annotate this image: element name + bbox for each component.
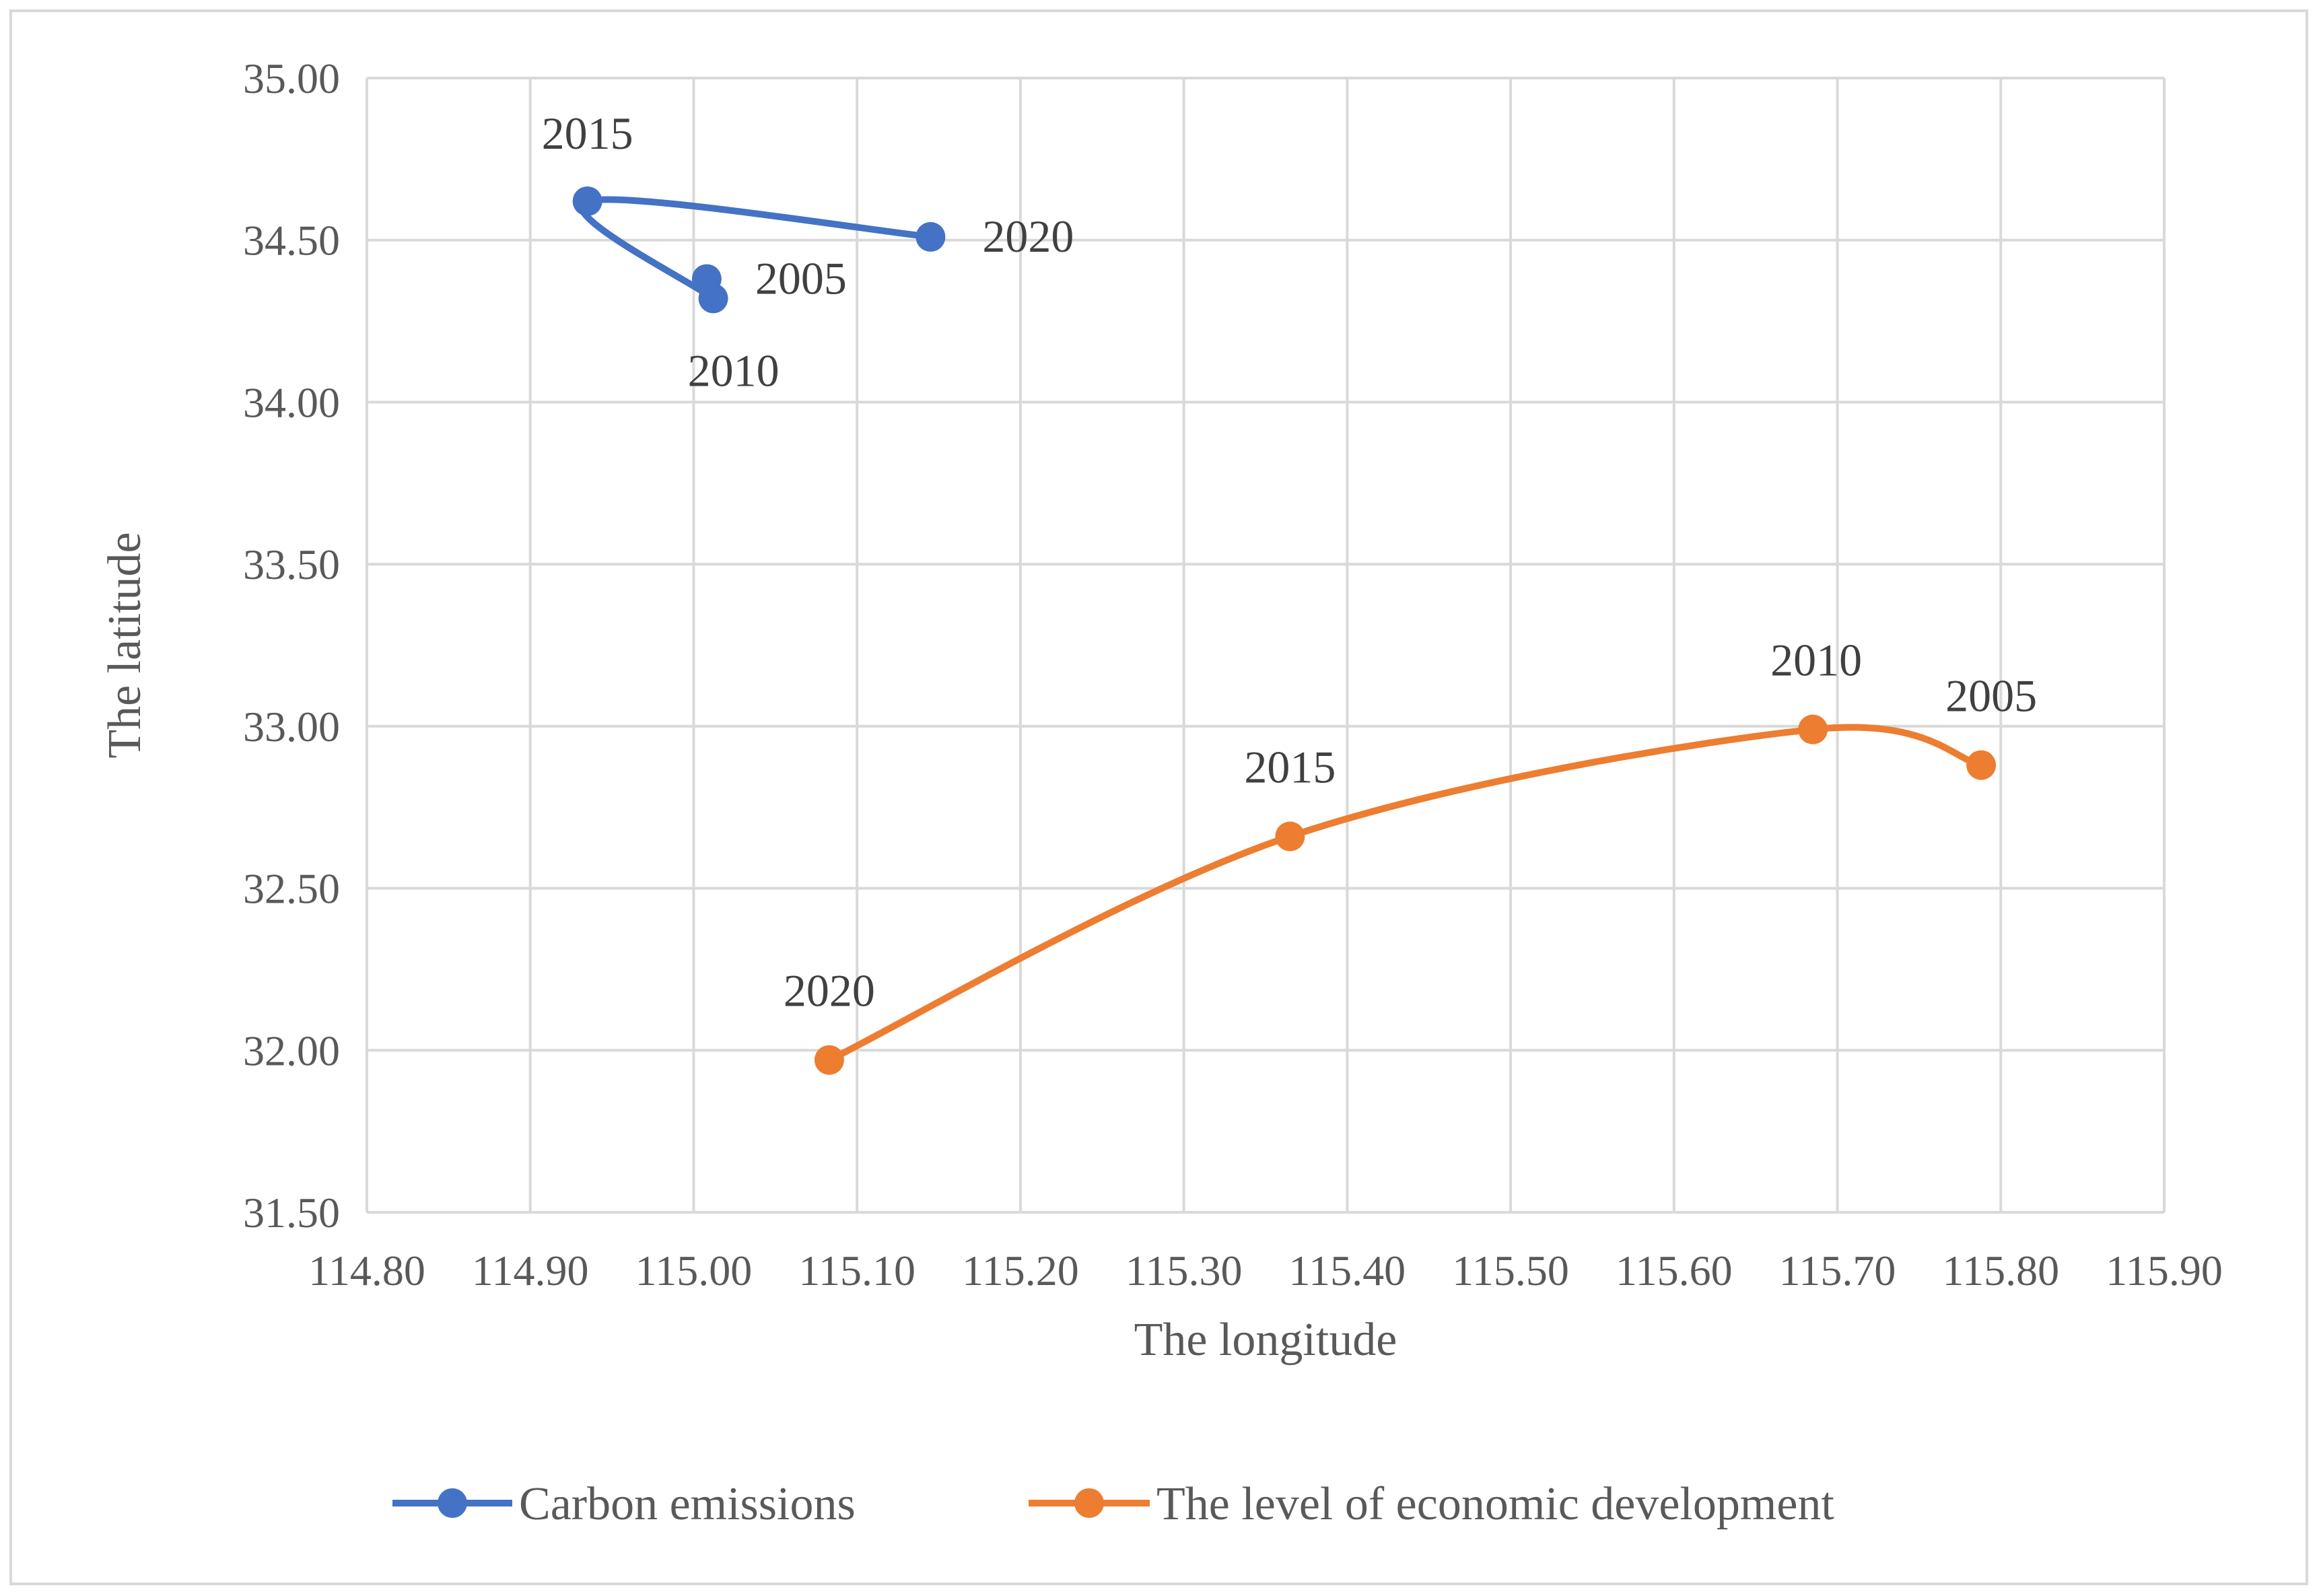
y-tick-label: 33.00 — [243, 703, 340, 751]
x-tick-label: 115.40 — [1289, 1247, 1406, 1294]
data-label: 2005 — [755, 252, 847, 304]
y-tick-label: 32.50 — [243, 865, 340, 913]
y-tick-label: 31.50 — [243, 1189, 340, 1237]
x-tick-label: 115.90 — [2106, 1247, 2223, 1294]
data-point — [1966, 750, 1997, 780]
y-tick-label: 34.00 — [243, 378, 340, 426]
x-tick-label: 115.70 — [1779, 1247, 1896, 1294]
data-point — [814, 1045, 844, 1075]
data-label: 2020 — [784, 965, 875, 1016]
legend-marker — [1074, 1488, 1104, 1518]
data-label: 2015 — [1244, 742, 1336, 793]
data-label: 2015 — [542, 108, 633, 159]
y-tick-label: 32.00 — [243, 1027, 340, 1074]
data-label: 2020 — [982, 211, 1074, 262]
y-tick-label: 34.50 — [243, 217, 340, 265]
x-tick-label: 115.30 — [1126, 1247, 1243, 1294]
x-tick-label: 115.80 — [1942, 1247, 2059, 1294]
data-point — [1275, 821, 1305, 852]
data-point — [915, 221, 946, 252]
legend-marker — [438, 1488, 467, 1518]
x-tick-label: 115.10 — [798, 1247, 915, 1294]
x-tick-label: 114.80 — [308, 1247, 425, 1294]
y-tick-label: 35.00 — [243, 55, 340, 102]
data-label: 2005 — [1945, 670, 2037, 722]
legend-label: The level of economic development — [1156, 1478, 1834, 1530]
legend-label: Carbon emissions — [519, 1478, 856, 1530]
data-label: 2010 — [688, 345, 780, 396]
legend: Carbon emissions The level of economic de… — [392, 1478, 1834, 1530]
data-label: 2010 — [1770, 635, 1862, 686]
y-axis-title: The latitude — [99, 532, 151, 758]
series — [572, 186, 1997, 1075]
x-tick-label: 115.00 — [635, 1247, 753, 1294]
x-tick-label: 115.60 — [1616, 1247, 1733, 1294]
data-point — [1798, 714, 1828, 744]
scatter-chart: 114.80 114.90 115.00 115.10 115.20 115.30 115.… — [99, 55, 2223, 1530]
chart-frame: 114.80 114.90 115.00 115.10 115.20 115.30 115.… — [9, 9, 2308, 1585]
grid — [366, 77, 2166, 1214]
x-tick-label: 115.20 — [962, 1247, 1079, 1294]
x-tick-label: 114.90 — [472, 1247, 589, 1294]
data-point — [572, 186, 602, 216]
axes: 114.80 114.90 115.00 115.10 115.20 115.30 115.… — [99, 55, 2223, 1366]
series-line-1 — [825, 724, 1985, 1064]
y-tick-label: 33.50 — [243, 541, 340, 588]
x-axis-title: The longitude — [1134, 1314, 1397, 1366]
x-tick-label: 115.50 — [1452, 1247, 1569, 1294]
data-point — [698, 283, 728, 314]
data-labels: 2005 2010 2015 2020 2005 2010 2015 2020 — [542, 108, 2037, 1016]
